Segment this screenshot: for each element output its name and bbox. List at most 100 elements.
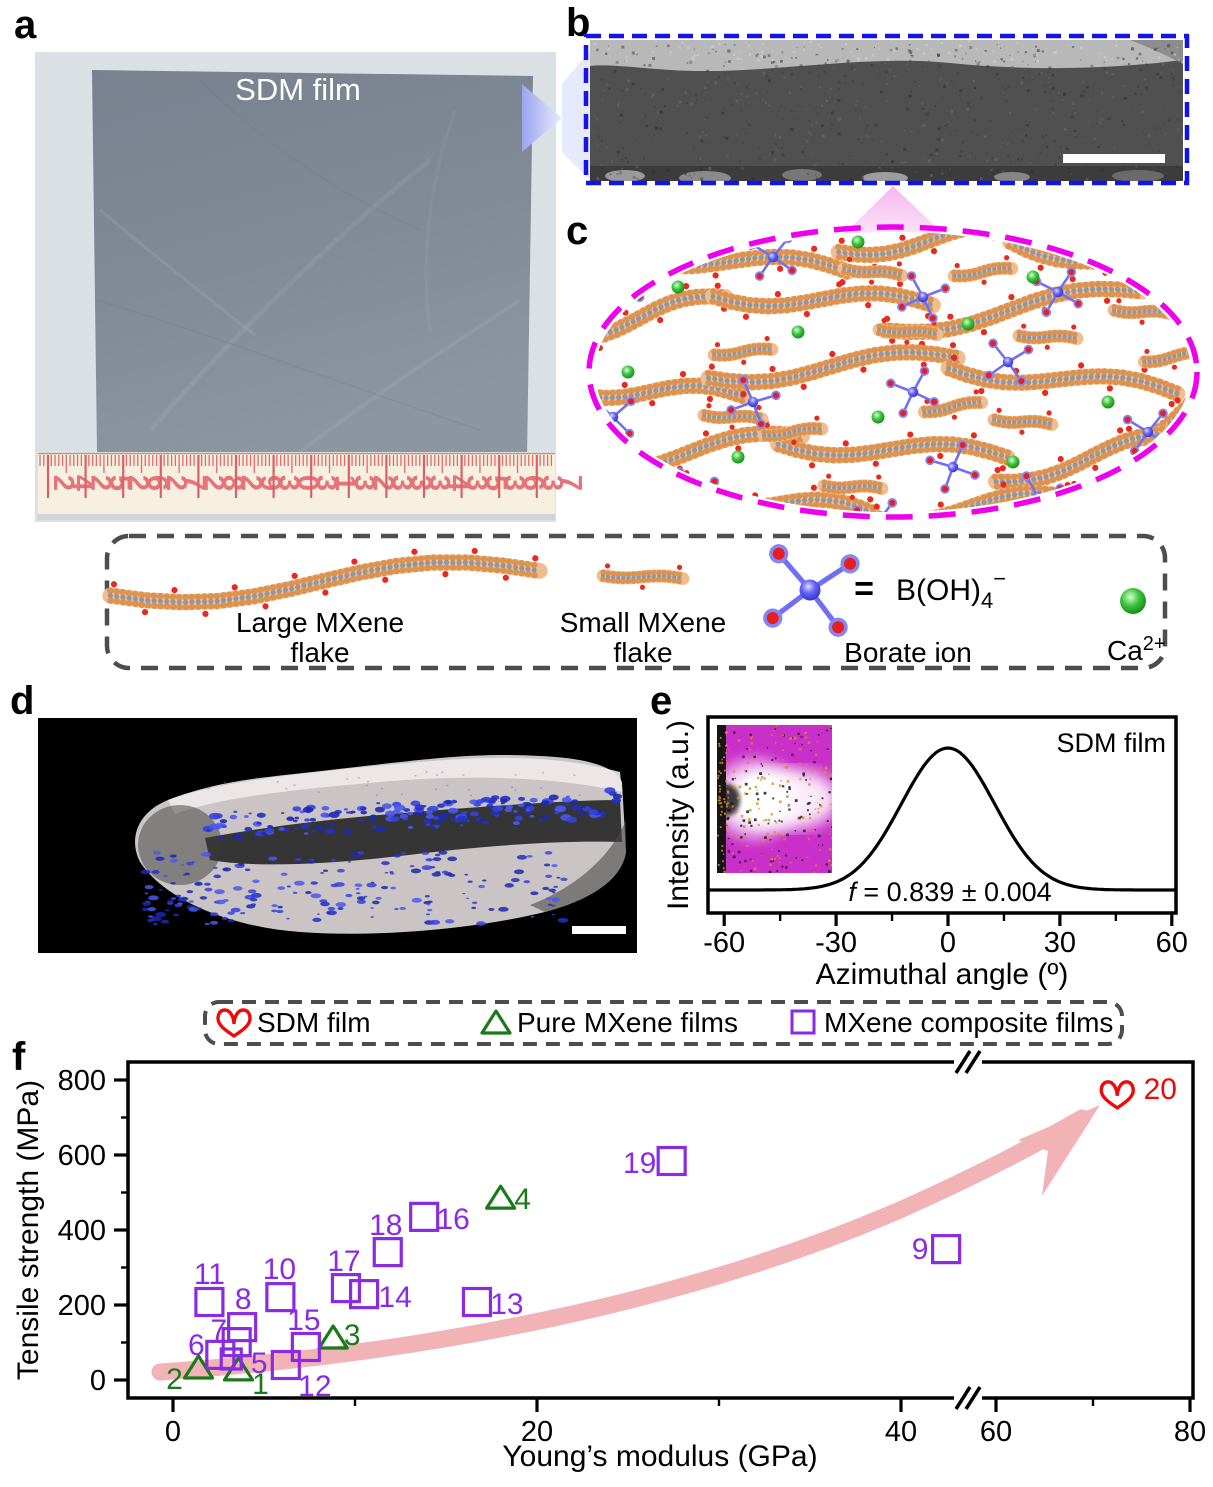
large-flake-label-1: Large MXene: [236, 607, 404, 638]
point-label-9: 9: [912, 1233, 929, 1266]
large-mxene-flake: [704, 280, 941, 320]
azimuthal-tick-label: 0: [940, 927, 956, 959]
ruler-number: 3: [348, 475, 380, 491]
borate-ion: [925, 440, 980, 494]
point-label-13: 13: [490, 1288, 523, 1321]
calcium-ion: [961, 317, 975, 331]
panel-e: e -60 -30 0 30 60 SDM film f = 0.839 ± 0.004…: [650, 679, 1188, 991]
panel-c: c: [566, 209, 1200, 534]
azimuthal-axis-ticks: -60 -30 0 30 60: [703, 913, 1188, 959]
panel-letter-b: b: [566, 1, 590, 45]
marker-square: [194, 1286, 225, 1318]
trend-arrow-head: [1018, 1105, 1100, 1196]
ruler-number: 2: [160, 475, 192, 491]
herman-factor-annotation: f = 0.839 ± 0.004: [848, 877, 1051, 907]
scatter-xtick-label: 60: [980, 1416, 1012, 1448]
calcium-ion: [671, 280, 685, 294]
ruler-shadow: [38, 514, 555, 520]
borate-ion: [984, 338, 1034, 386]
marker-square: [409, 1201, 440, 1232]
sdm-film-photo: [92, 70, 533, 458]
marker-square: [330, 1273, 361, 1304]
schematic-dashed-ellipse: [586, 224, 1200, 520]
marker-triangle: [485, 1184, 517, 1210]
small-flake-label-1: Small MXene: [560, 607, 727, 638]
calcium-ion: [1176, 295, 1190, 309]
ruler-number: 2: [122, 475, 154, 491]
tomography-scale-bar: [572, 926, 626, 934]
ruler-number: 2: [235, 475, 267, 491]
small-mxene-flake: [707, 335, 779, 365]
small-mxene-flake: [697, 403, 769, 430]
azimuthal-xlabel: Azimuthal angle (º): [816, 958, 1069, 991]
large-flake-label-2: flake: [290, 637, 349, 668]
scatter-ytick-label: 0: [90, 1365, 106, 1397]
azimuthal-tick-label: 60: [1156, 927, 1188, 959]
small-mxene-flake: [947, 255, 1019, 285]
ruler-number: 0: [292, 475, 324, 491]
calcium-ion: [1067, 521, 1080, 534]
point-label-1: 1: [252, 1368, 269, 1401]
point-label-12: 12: [298, 1370, 331, 1403]
panel-f: f SDM film Pure MXene films MXene compos…: [12, 1000, 1206, 1473]
ruler-number: 6: [517, 475, 549, 491]
scatter-legend-icons: [216, 1008, 816, 1039]
small-mxene-flake: [987, 407, 1059, 435]
large-mxene-flake: [1060, 480, 1191, 512]
small-mxene-flake: [817, 473, 889, 500]
borate-ion: [885, 366, 939, 418]
point-label-10: 10: [263, 1253, 296, 1286]
calcium-ion: [1006, 455, 1020, 469]
ruler-number: 2: [47, 475, 79, 491]
ruler-number: 9: [254, 475, 286, 491]
sem-dashed-border: [583, 33, 1190, 186]
scatter-xtick-label: 20: [521, 1416, 553, 1448]
azimuthal-tick-label: -30: [815, 927, 857, 959]
panel-letter-e: e: [650, 679, 672, 723]
small-mxene-flake: [596, 563, 690, 590]
calcium-label: Ca2+: [1107, 633, 1166, 666]
borate-ion: [763, 544, 860, 637]
point-label-17: 17: [327, 1245, 360, 1278]
large-mxene-flake: [700, 337, 966, 398]
calcium-ion: [1101, 395, 1115, 409]
ruler-number: 7: [555, 475, 587, 491]
panel-letter-a: a: [14, 3, 37, 47]
ruler-number: 3: [461, 475, 493, 491]
small-mxene-flake: [757, 415, 829, 445]
legend-mxene-composite: MXene composite films: [824, 1007, 1113, 1038]
marker-square: [372, 1237, 403, 1268]
point-label-7: 7: [210, 1314, 227, 1347]
small-mxene-flake: [872, 317, 944, 345]
point-label-11: 11: [194, 1258, 225, 1291]
film-wrinkles: [94, 79, 522, 454]
scatter-ytick-label: 600: [58, 1140, 106, 1172]
ruler-number: 7: [179, 475, 211, 491]
point-label-3: 3: [344, 1319, 361, 1352]
small-mxene-flake: [837, 256, 909, 285]
legend-sdm-film: SDM film: [257, 1007, 371, 1038]
scatter-ylabel: Tensile strength (MPa): [12, 1080, 45, 1380]
marker-square: [265, 1282, 296, 1313]
marker-square: [931, 1234, 962, 1265]
connector-b-to-c: [830, 186, 958, 248]
panel-letter-c: c: [566, 209, 588, 253]
marker-heart: [216, 1008, 252, 1039]
borate-ion: [726, 375, 781, 429]
schematic-structure: [595, 232, 1191, 534]
point-label-5: 5: [251, 1347, 268, 1380]
borate-formula: B(OH)4−: [896, 566, 1006, 613]
panel-d: d: [10, 679, 637, 953]
point-label-19: 19: [623, 1147, 656, 1180]
ruler-number: 2: [85, 475, 117, 491]
calcium-ion: [731, 450, 745, 464]
point-label-6: 6: [188, 1329, 205, 1362]
ruler-number: 3: [423, 475, 455, 491]
panel-e-title: SDM film: [1057, 728, 1167, 758]
point-label-15: 15: [287, 1304, 320, 1337]
marker-square: [227, 1312, 258, 1343]
